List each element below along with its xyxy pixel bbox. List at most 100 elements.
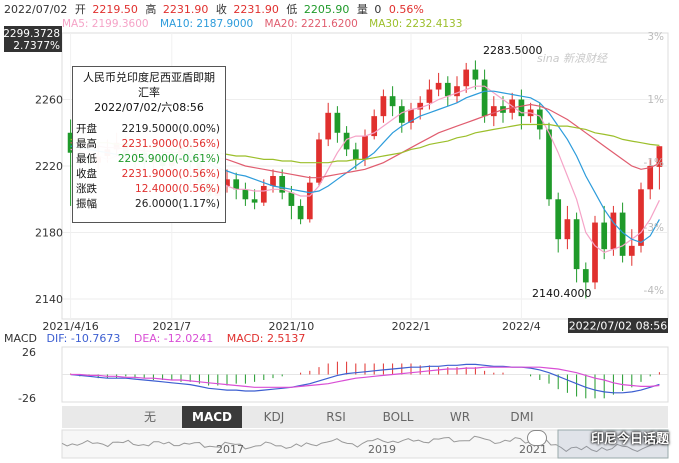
tooltip-row-change: 涨跌 12.4000(0.56%) — [76, 183, 222, 196]
tab-none[interactable]: 无 — [143, 410, 156, 424]
candle-body — [306, 182, 313, 220]
sina-logo: sina 新浪财经 — [537, 52, 608, 65]
indicator-tabs: 无 MACD KDJ RSI BOLL WR DMI — [62, 406, 668, 428]
candle-body — [592, 222, 598, 283]
candle-body — [260, 185, 267, 203]
candle — [233, 172, 240, 200]
ma20-legend: MA20: 2221.6200 — [265, 18, 358, 30]
macd-value-legend: MACD: 2.5137 — [227, 332, 306, 345]
tab-wr[interactable]: WR — [449, 410, 471, 424]
header-bar: 2022/07/02 开 2219.50 高 2231.90 收 2231.90… — [4, 2, 424, 16]
candle — [306, 176, 313, 223]
x-tick-label: 2022/1 — [392, 320, 431, 333]
tooltip-title-2: 汇率 — [138, 86, 160, 99]
candle — [279, 169, 286, 200]
candle-body — [316, 139, 322, 183]
candle-body — [352, 149, 359, 160]
ma30-legend: MA30: 2232.4133 — [369, 18, 462, 30]
candle-body — [408, 109, 414, 123]
candle-body — [389, 96, 396, 107]
candle-body — [435, 82, 442, 90]
tooltip-row-amplitude: 振幅 26.0000(1.17%) — [76, 198, 222, 211]
tooltip-label: 开盘 — [76, 123, 97, 135]
candle — [297, 199, 304, 225]
candle-body — [233, 179, 240, 190]
pct-label: 1% — [647, 94, 664, 106]
candle — [398, 99, 405, 133]
candle-body — [251, 199, 258, 203]
tab-boll[interactable]: BOLL — [382, 410, 414, 424]
date-badge — [568, 318, 668, 333]
tooltip-row-open: 开盘 2219.5000(0.00%) — [76, 123, 222, 136]
y-tick-label: 2180 — [35, 227, 63, 240]
candle — [371, 109, 378, 140]
candle-body — [573, 219, 580, 270]
right-pct-axis: 3% 1% -1% -3% -4% — [644, 31, 664, 297]
tab-rsi[interactable]: RSI — [326, 410, 346, 424]
tooltip-label: 收盘 — [76, 168, 97, 180]
watermark: 印尼今日话题 — [590, 432, 669, 447]
candle-body — [362, 136, 368, 160]
tooltip-value: 2231.9000(0.56%) — [121, 168, 220, 180]
candle — [454, 76, 460, 103]
pct-label: -4% — [644, 285, 664, 297]
header-open-label: 开 — [75, 3, 86, 16]
candle-body — [628, 245, 635, 256]
tab-kdj[interactable]: KDJ — [263, 410, 285, 424]
candle — [610, 205, 617, 256]
header-low-label: 低 — [286, 3, 297, 16]
candle-body — [454, 86, 460, 97]
candlestick-series — [67, 60, 663, 299]
candle-body — [656, 146, 663, 167]
date-badge-text: 2022/07/02 08:56 — [569, 320, 668, 333]
candle — [564, 205, 571, 250]
candle-body — [270, 176, 276, 186]
candle-body — [638, 189, 644, 246]
tooltip-label: 振幅 — [76, 198, 97, 210]
high-annotation: 2283.5000 — [483, 44, 543, 57]
candle — [582, 262, 589, 299]
tab-macd[interactable]: MACD — [182, 406, 242, 428]
macd-axis-bottom: -26 — [18, 392, 36, 405]
dea-legend: DEA: -12.0241 — [134, 332, 213, 345]
header-date: 2022/07/02 — [4, 3, 67, 16]
pct-label: 3% — [647, 31, 664, 43]
candle — [628, 229, 635, 266]
candle — [380, 89, 387, 123]
candle-body — [334, 112, 341, 133]
candle-body — [555, 199, 562, 240]
candle — [656, 146, 663, 190]
candle-body — [297, 205, 304, 220]
candle — [435, 72, 442, 97]
tooltip-title: 人民币兑印度尼西亚盾即期 — [83, 71, 215, 84]
tooltip-row-low: 最低 2205.9000(-0.61%) — [76, 153, 222, 166]
tooltip-row-close: 收盘 2231.9000(0.56%) — [76, 168, 222, 181]
candle-body — [546, 129, 552, 200]
overview-selection[interactable] — [557, 429, 669, 459]
candle — [490, 96, 497, 127]
candle — [536, 102, 543, 140]
tooltip-label: 最高 — [76, 138, 97, 150]
macd-axis-top: 26 — [22, 346, 36, 359]
candle-body — [417, 102, 424, 110]
macd-legend-name: MACD — [4, 332, 37, 345]
candle-body — [490, 106, 497, 117]
candle-body — [610, 212, 617, 250]
candle — [242, 182, 249, 206]
candle-body — [288, 192, 295, 206]
tab-dmi[interactable]: DMI — [510, 410, 534, 424]
overview-line — [61, 435, 669, 453]
macd-histogram — [70, 361, 660, 399]
tooltip-row-high: 最高 2231.9000(0.56%) — [76, 138, 222, 151]
header-high-label: 高 — [145, 2, 156, 16]
candle-body — [564, 219, 571, 240]
tooltip-label: 涨跌 — [76, 183, 97, 195]
candle-body — [426, 89, 433, 103]
header-close-label: 收 — [216, 2, 227, 16]
candle — [601, 205, 608, 260]
candle-body — [472, 69, 479, 80]
candle-body — [444, 82, 451, 97]
y-tick-label: 2140 — [35, 293, 63, 306]
candle — [224, 169, 230, 193]
